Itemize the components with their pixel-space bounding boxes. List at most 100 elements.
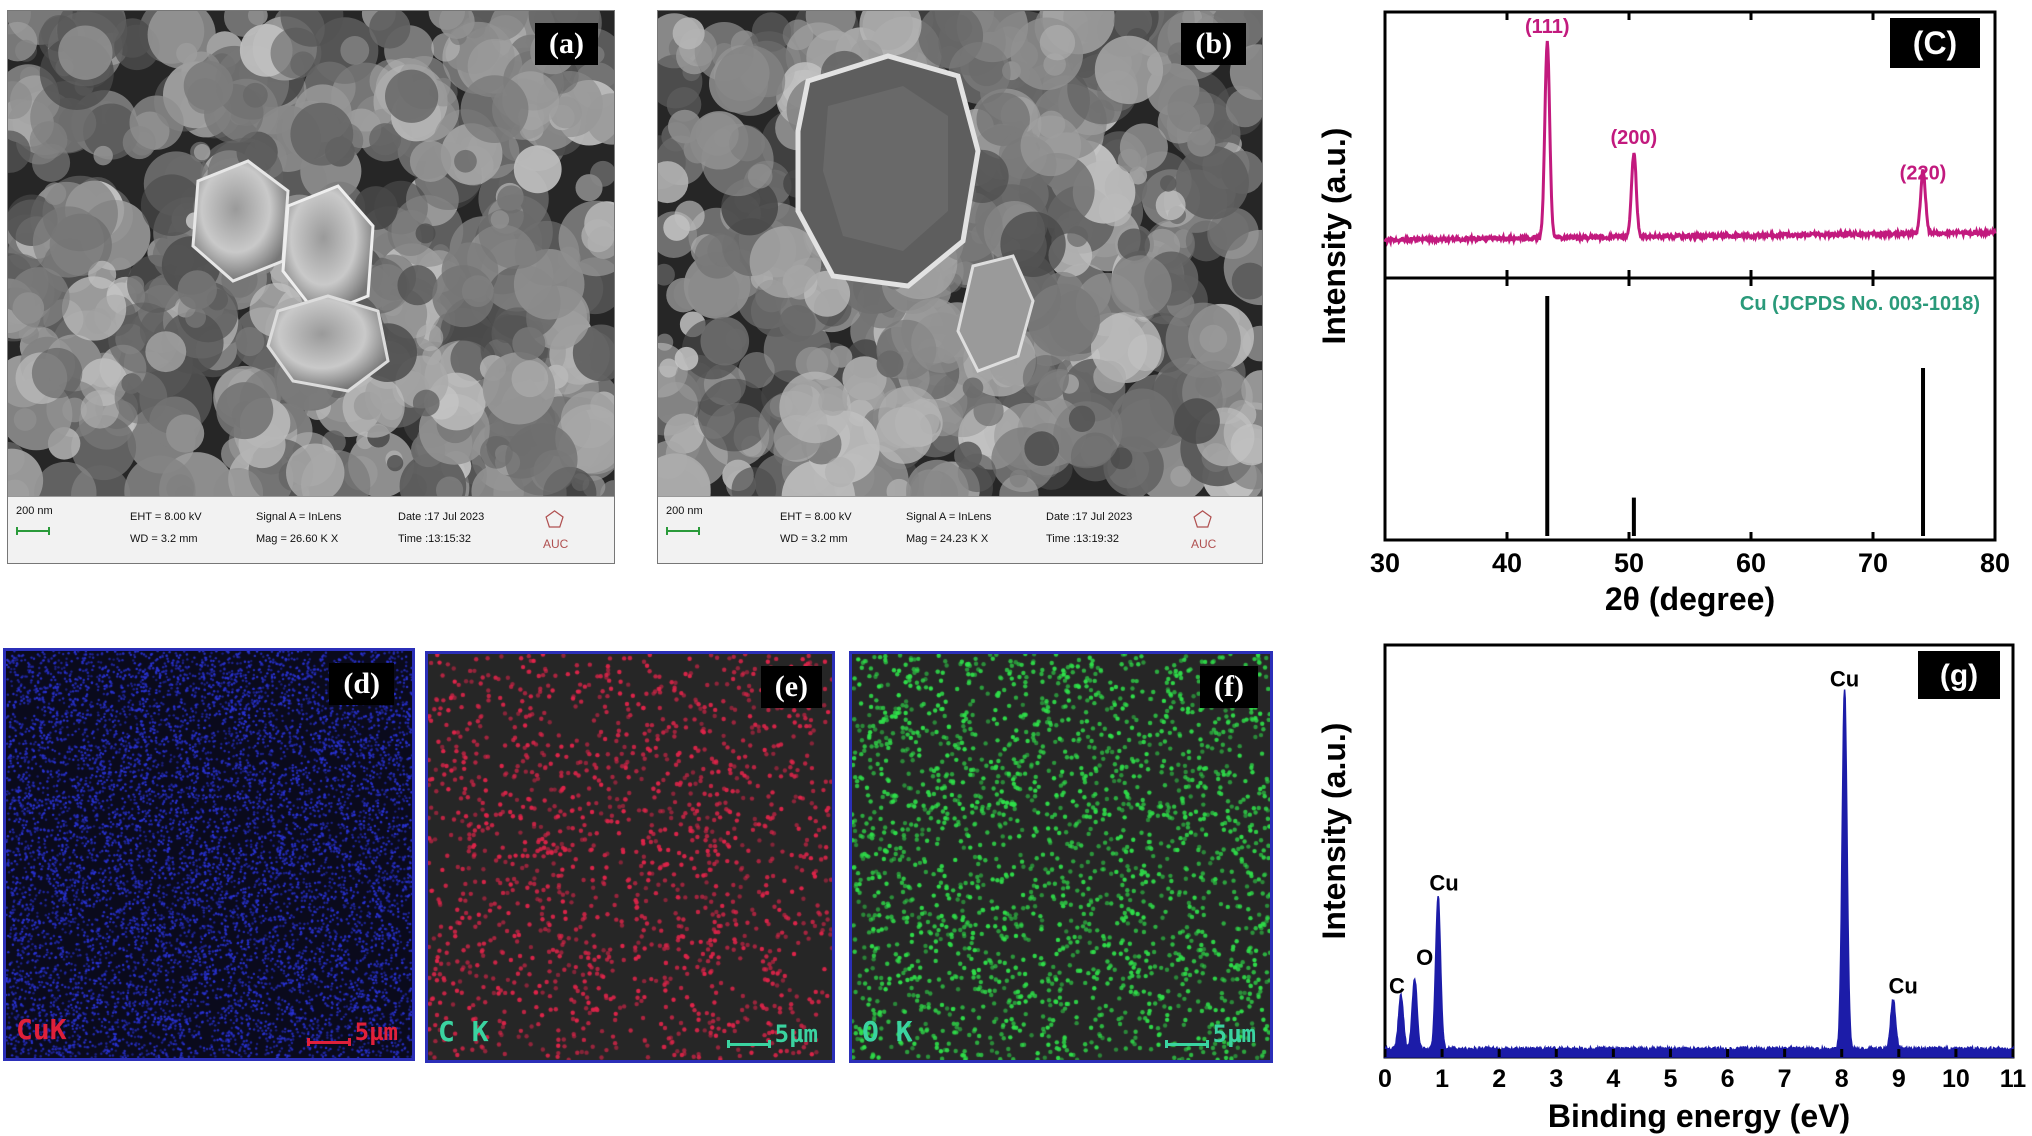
sem-particle [1020,115,1082,177]
sem-particle [58,104,97,142]
auc-logo-icon-b: ⬠ [1193,507,1213,532]
panel-label-g-bg [1918,651,2000,699]
x-tick-label-10: 10 [1942,1065,1970,1093]
sem-particle [1117,148,1142,173]
sem-particle [512,327,546,361]
sem-particle [216,382,274,440]
edx-peak-label-3: Cu [1830,667,1859,692]
x-tick-label-5: 80 [1980,548,2010,578]
xrd-axes-frame [1383,10,1997,542]
sem-particle [779,371,851,444]
x-tick-label-0: 0 [1378,1065,1392,1093]
sem-particle [342,375,405,438]
sem-particle [1009,469,1028,488]
x-tick-label-11: 11 [2000,1065,2027,1093]
scale-text-a: 200 nm [16,505,53,517]
eht-a: EHT = 8.00 kV [130,511,202,523]
sem-particle [1127,334,1165,371]
xrd-y-axis-label: Intensity (a.u.) [1316,128,1352,345]
xrd-pattern-line [1383,40,1997,248]
xrd-peak-label-1: (200) [1611,127,1658,149]
sem-particle [1174,398,1220,444]
edx-peak-label-4: Cu [1888,974,1917,999]
panel-label-a: (a) [535,23,598,65]
sem-particle [8,267,70,328]
sem-info-bar-a: 200 nm EHT = 8.00 kV WD = 3.2 mm Signal … [8,496,614,563]
sem-particle [701,123,774,197]
scale-bar-e: 5µm [726,1020,818,1048]
panel-label-c-bg [1890,18,1980,68]
sem-particle [513,145,562,194]
wd-a: WD = 3.2 mm [130,533,198,545]
sem-particle [795,346,829,380]
sem-particle [31,347,83,399]
sem-particle [124,455,196,497]
sem-particle [658,263,675,286]
sem-particle [166,414,205,453]
sem-info-bar-b: 200 nm EHT = 8.00 kV WD = 3.2 mm Signal … [658,496,1262,563]
x-tick-label-3: 60 [1736,548,1766,578]
sem-particle [478,194,553,270]
sem-particle [954,441,982,470]
panel-label-f: (f) [1200,666,1258,708]
scale-bar-b [666,527,700,535]
panel-label-d: (d) [329,663,394,705]
sem-particle [1110,388,1175,453]
x-tick-label-7: 7 [1778,1065,1792,1093]
sem-particle [1167,85,1215,133]
sem-particle [363,264,410,311]
sem-particle [432,265,495,328]
x-tick-label-2: 2 [1492,1065,1506,1093]
eds-map-e: (e) C K 5µm [425,651,835,1063]
scale-bar-d: 5µm [306,1018,398,1046]
sem-particle [944,14,973,42]
sem-particle [185,307,207,328]
sem-particle [1022,355,1069,402]
sem-particle [1241,370,1262,410]
element-label-e: C K [438,1015,489,1048]
auc-logo-text-a: AUC [543,537,569,551]
sem-particle [749,226,822,298]
x-tick-label-2: 50 [1614,548,1644,578]
sem-particle [906,459,969,497]
sem-particle [193,144,211,161]
sem-particle [129,95,184,150]
sem-particle [1199,324,1228,353]
sem-particle [1000,211,1066,277]
date-b: Date :17 Jul 2023 [1046,511,1133,523]
edx-axes-frame [1383,643,2015,1059]
panel-label-b: (b) [1181,23,1246,65]
sem-particle [1068,405,1096,432]
x-tick-label-1: 40 [1492,548,1522,578]
eht-b: EHT = 8.00 kV [780,511,852,523]
sem-particle [235,327,265,357]
sem-particle [505,423,578,496]
sem-particle [878,386,940,448]
time-b: Time :13:19:32 [1046,533,1119,545]
edx-peak-label-0: C [1389,973,1405,998]
scale-text-d: 5µm [354,1018,398,1046]
sem-particle [575,174,603,202]
sem-particle [658,453,711,497]
sem-particle [213,467,264,497]
sem-particle [286,443,345,497]
sem-particle [438,11,475,40]
sem-particle [114,371,168,424]
eds-map-f: (f) O K 5µm [849,651,1273,1063]
panel-label-g: (g) [1940,659,1978,692]
sem-particle [674,346,699,371]
sem-particle [8,130,31,173]
sem-particle [1098,193,1132,227]
x-tick-label-0: 30 [1370,548,1400,578]
x-tick-label-6: 6 [1721,1065,1735,1093]
sem-particle [1117,228,1151,261]
sem-particle [58,25,113,80]
sem-particle [80,390,120,429]
reference-label: Cu (JCPDS No. 003-1018) [1740,293,1980,315]
sem-particle [242,82,268,108]
sem-particle [409,140,452,183]
sem-particle [460,75,529,144]
sem-particle [751,12,792,52]
sem-particle [658,161,689,204]
sem-particle [248,11,268,26]
